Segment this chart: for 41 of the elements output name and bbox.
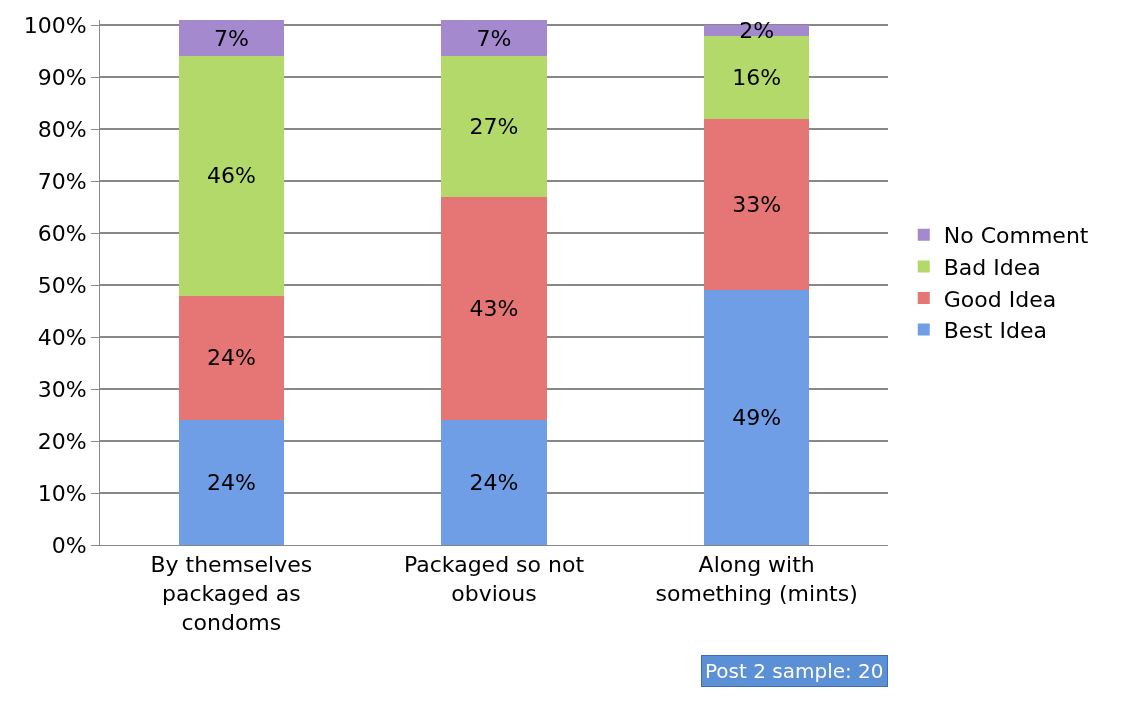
y-tick-label: 10% <box>37 480 87 506</box>
y-tick-label: 0% <box>51 532 87 558</box>
legend-label: No Comment <box>943 223 1089 249</box>
x-tick-label: Packaged so not obvious <box>403 552 585 606</box>
text: Post 2 sample: 20 <box>705 659 884 683</box>
y-tick-label: 30% <box>37 376 87 402</box>
y-tick-label: 90% <box>37 64 87 90</box>
data-label: 24% <box>206 470 256 496</box>
bar <box>441 420 547 545</box>
y-tick-label: 20% <box>37 428 87 454</box>
x-tick-label: By themselves packaged as condoms <box>150 552 313 635</box>
data-label: 49% <box>732 405 782 431</box>
bar <box>178 420 284 545</box>
bar <box>441 196 547 421</box>
data-label: 43% <box>469 295 519 321</box>
data-label: 24% <box>206 345 256 371</box>
legend-label: Good Idea <box>943 286 1057 312</box>
bar <box>704 118 810 291</box>
data-label: 16% <box>732 64 782 90</box>
data-label: 7% <box>213 25 249 51</box>
data-label: 7% <box>476 25 512 51</box>
data-label: 24% <box>469 470 519 496</box>
data-label: 46% <box>206 163 256 189</box>
data-label: 33% <box>732 192 782 218</box>
legend-label: Best Idea <box>943 318 1047 344</box>
y-tick-label: 80% <box>37 116 87 142</box>
bar <box>441 20 547 57</box>
bar <box>178 20 284 57</box>
legend-label: Bad Idea <box>943 254 1041 280</box>
x-tick-label: Along with something (mints) <box>655 552 858 606</box>
bar <box>178 295 284 421</box>
data-label: 2% <box>739 17 775 43</box>
data-label: 27% <box>469 114 519 140</box>
y-tick-label: 100% <box>23 12 87 38</box>
bar <box>704 290 810 545</box>
y-tick-label: 60% <box>37 220 87 246</box>
bar <box>441 56 547 197</box>
bar <box>178 56 284 296</box>
y-tick-label: 70% <box>37 168 87 194</box>
y-tick-label: 50% <box>37 272 87 298</box>
y-tick-label: 40% <box>37 324 87 350</box>
